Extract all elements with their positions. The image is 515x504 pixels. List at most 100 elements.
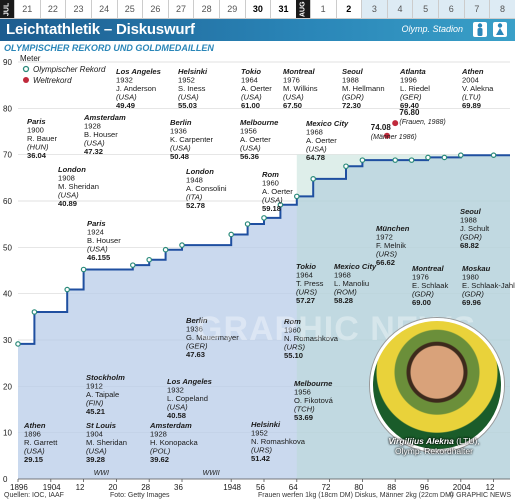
olympic-record-point xyxy=(130,262,136,268)
men-label-nat: (USA) xyxy=(170,144,191,153)
women-label-venue: Melbourne xyxy=(294,379,333,388)
day-cell[interactable]: 25 xyxy=(116,0,143,18)
world-record-point xyxy=(392,120,399,127)
men-label-athlete: A. Consolini xyxy=(186,184,227,193)
x-tick-label: 1896 xyxy=(10,483,28,490)
women-label-venue: Athen xyxy=(23,421,46,430)
women-label-year: 1988 xyxy=(460,216,477,225)
men-label-athlete: B. Houser xyxy=(84,130,118,139)
day-cell[interactable]: 24 xyxy=(90,0,117,18)
olympic-record-line xyxy=(18,154,510,345)
y-tick-label: 40 xyxy=(3,290,12,299)
y-tick-label: 10 xyxy=(3,429,12,438)
women-label-mark: 29.15 xyxy=(24,455,44,464)
y-tick-label: 30 xyxy=(3,336,12,345)
day-cell[interactable]: 31 xyxy=(270,0,296,18)
day-cell[interactable]: 6 xyxy=(438,0,464,18)
men-label-mark: 40.89 xyxy=(58,199,77,208)
caption-role: Olymp. Rekordhalter xyxy=(395,446,473,456)
day-cell[interactable]: 4 xyxy=(386,0,413,18)
women-label-athlete: G. Mauermayer xyxy=(186,333,239,342)
women-label-mark: 66.62 xyxy=(376,258,395,267)
women-label-venue: Amsterdam xyxy=(149,421,192,430)
women-label-athlete: L. Copeland xyxy=(167,394,208,403)
men-label-nat: (USA) xyxy=(240,144,261,153)
men-label-venue: Melbourne xyxy=(240,118,279,127)
men-label-venue: Paris xyxy=(27,117,46,126)
women-label-athlete: N. Romashkova xyxy=(284,334,339,343)
olympic-record-point xyxy=(359,157,366,163)
women-label-year: 1980 xyxy=(462,273,479,282)
world-record-point xyxy=(384,132,390,139)
women-label-venue: Rom xyxy=(284,317,301,326)
olympic-record-point xyxy=(261,215,267,221)
men-label-venue: London xyxy=(58,165,86,174)
day-cell[interactable]: 2 xyxy=(335,0,362,18)
men-label-year: 1960 xyxy=(262,179,279,188)
men-label-nat: (HUN) xyxy=(27,143,49,152)
women-label-year: 1964 xyxy=(296,271,313,280)
men-label-mark: 52.78 xyxy=(186,201,205,210)
olympic-record-point xyxy=(31,309,38,315)
women-label-venue: Tokio xyxy=(296,262,316,271)
men-label-athlete: L. Riedel xyxy=(400,84,430,93)
women-label-year: 1896 xyxy=(24,430,41,439)
olympic-record-point xyxy=(162,246,169,253)
day-cell[interactable]: 21 xyxy=(14,0,40,18)
men-label-nat: (USA) xyxy=(116,93,137,102)
olympic-record-point xyxy=(490,152,497,158)
men-label-year: 1988 xyxy=(342,76,359,85)
olympic-record-point xyxy=(64,286,71,293)
day-cell[interactable]: 30 xyxy=(244,0,271,18)
x-tick-label: 12 xyxy=(486,483,495,490)
y-tick-label: 70 xyxy=(3,151,12,160)
women-label-year: 1956 xyxy=(294,388,311,397)
day-cell[interactable]: 29 xyxy=(219,0,245,18)
day-cell[interactable]: 3 xyxy=(361,0,387,18)
venue-label: Olymp. Stadion xyxy=(401,24,463,34)
women-label-venue: München xyxy=(376,224,410,233)
women-label-athlete: M. Sheridan xyxy=(86,438,127,447)
men-label-athlete: M. Hellmann xyxy=(342,84,385,93)
women-label-nat: (USA) xyxy=(167,403,188,412)
men-label-venue: Paris xyxy=(87,219,106,228)
olympic-record-point xyxy=(179,242,185,248)
men-label-athlete: V. Alekna xyxy=(462,84,494,93)
day-cell[interactable]: 7 xyxy=(463,0,490,18)
day-cell[interactable]: 23 xyxy=(65,0,91,18)
men-label-venue: Amsterdam xyxy=(83,113,126,122)
y-tick-label: 50 xyxy=(3,243,12,252)
day-cell[interactable]: 8 xyxy=(489,0,515,18)
men-label-athlete: A. Oerter xyxy=(241,84,272,93)
world-record-value: 74.08 xyxy=(371,123,392,132)
x-tick-label: 96 xyxy=(420,483,429,490)
day-cell[interactable]: 27 xyxy=(167,0,194,18)
day-cell[interactable]: 1 xyxy=(309,0,336,18)
men-label-year: 1924 xyxy=(87,228,104,237)
men-label-mark: 49.49 xyxy=(116,101,135,110)
day-cell[interactable]: 5 xyxy=(412,0,438,18)
men-label-mark: 69.89 xyxy=(462,101,481,110)
women-label-mark: 51.42 xyxy=(251,454,270,463)
olympic-record-point xyxy=(441,154,448,161)
women-label-venue: St Louis xyxy=(86,421,116,430)
men-label-year: 1964 xyxy=(241,76,258,85)
male-icon xyxy=(473,22,487,37)
y-tick-label: 20 xyxy=(3,382,12,391)
x-tick-label: 56 xyxy=(256,483,265,490)
day-cell[interactable]: 22 xyxy=(39,0,66,18)
men-label-venue: Los Angeles xyxy=(116,67,161,76)
men-label-mark: 64.78 xyxy=(306,153,325,162)
women-label-mark: 69.96 xyxy=(462,298,481,307)
day-cell[interactable]: 26 xyxy=(142,0,168,18)
men-label-year: 1996 xyxy=(400,76,417,85)
olympic-record-point xyxy=(343,163,349,170)
sources-label: Quellen: IOC, IAAF xyxy=(4,492,64,499)
men-label-venue: Atlanta xyxy=(399,67,426,76)
y-tick-label: 0 xyxy=(3,475,8,484)
women-label-nat: (FIN) xyxy=(86,399,104,408)
title-banner: Leichtathletik – Diskuswurf Olymp. Stadi… xyxy=(0,19,515,41)
women-label-year: 1912 xyxy=(86,382,103,391)
women-label-year: 1976 xyxy=(412,273,429,282)
day-cell[interactable]: 28 xyxy=(193,0,219,18)
